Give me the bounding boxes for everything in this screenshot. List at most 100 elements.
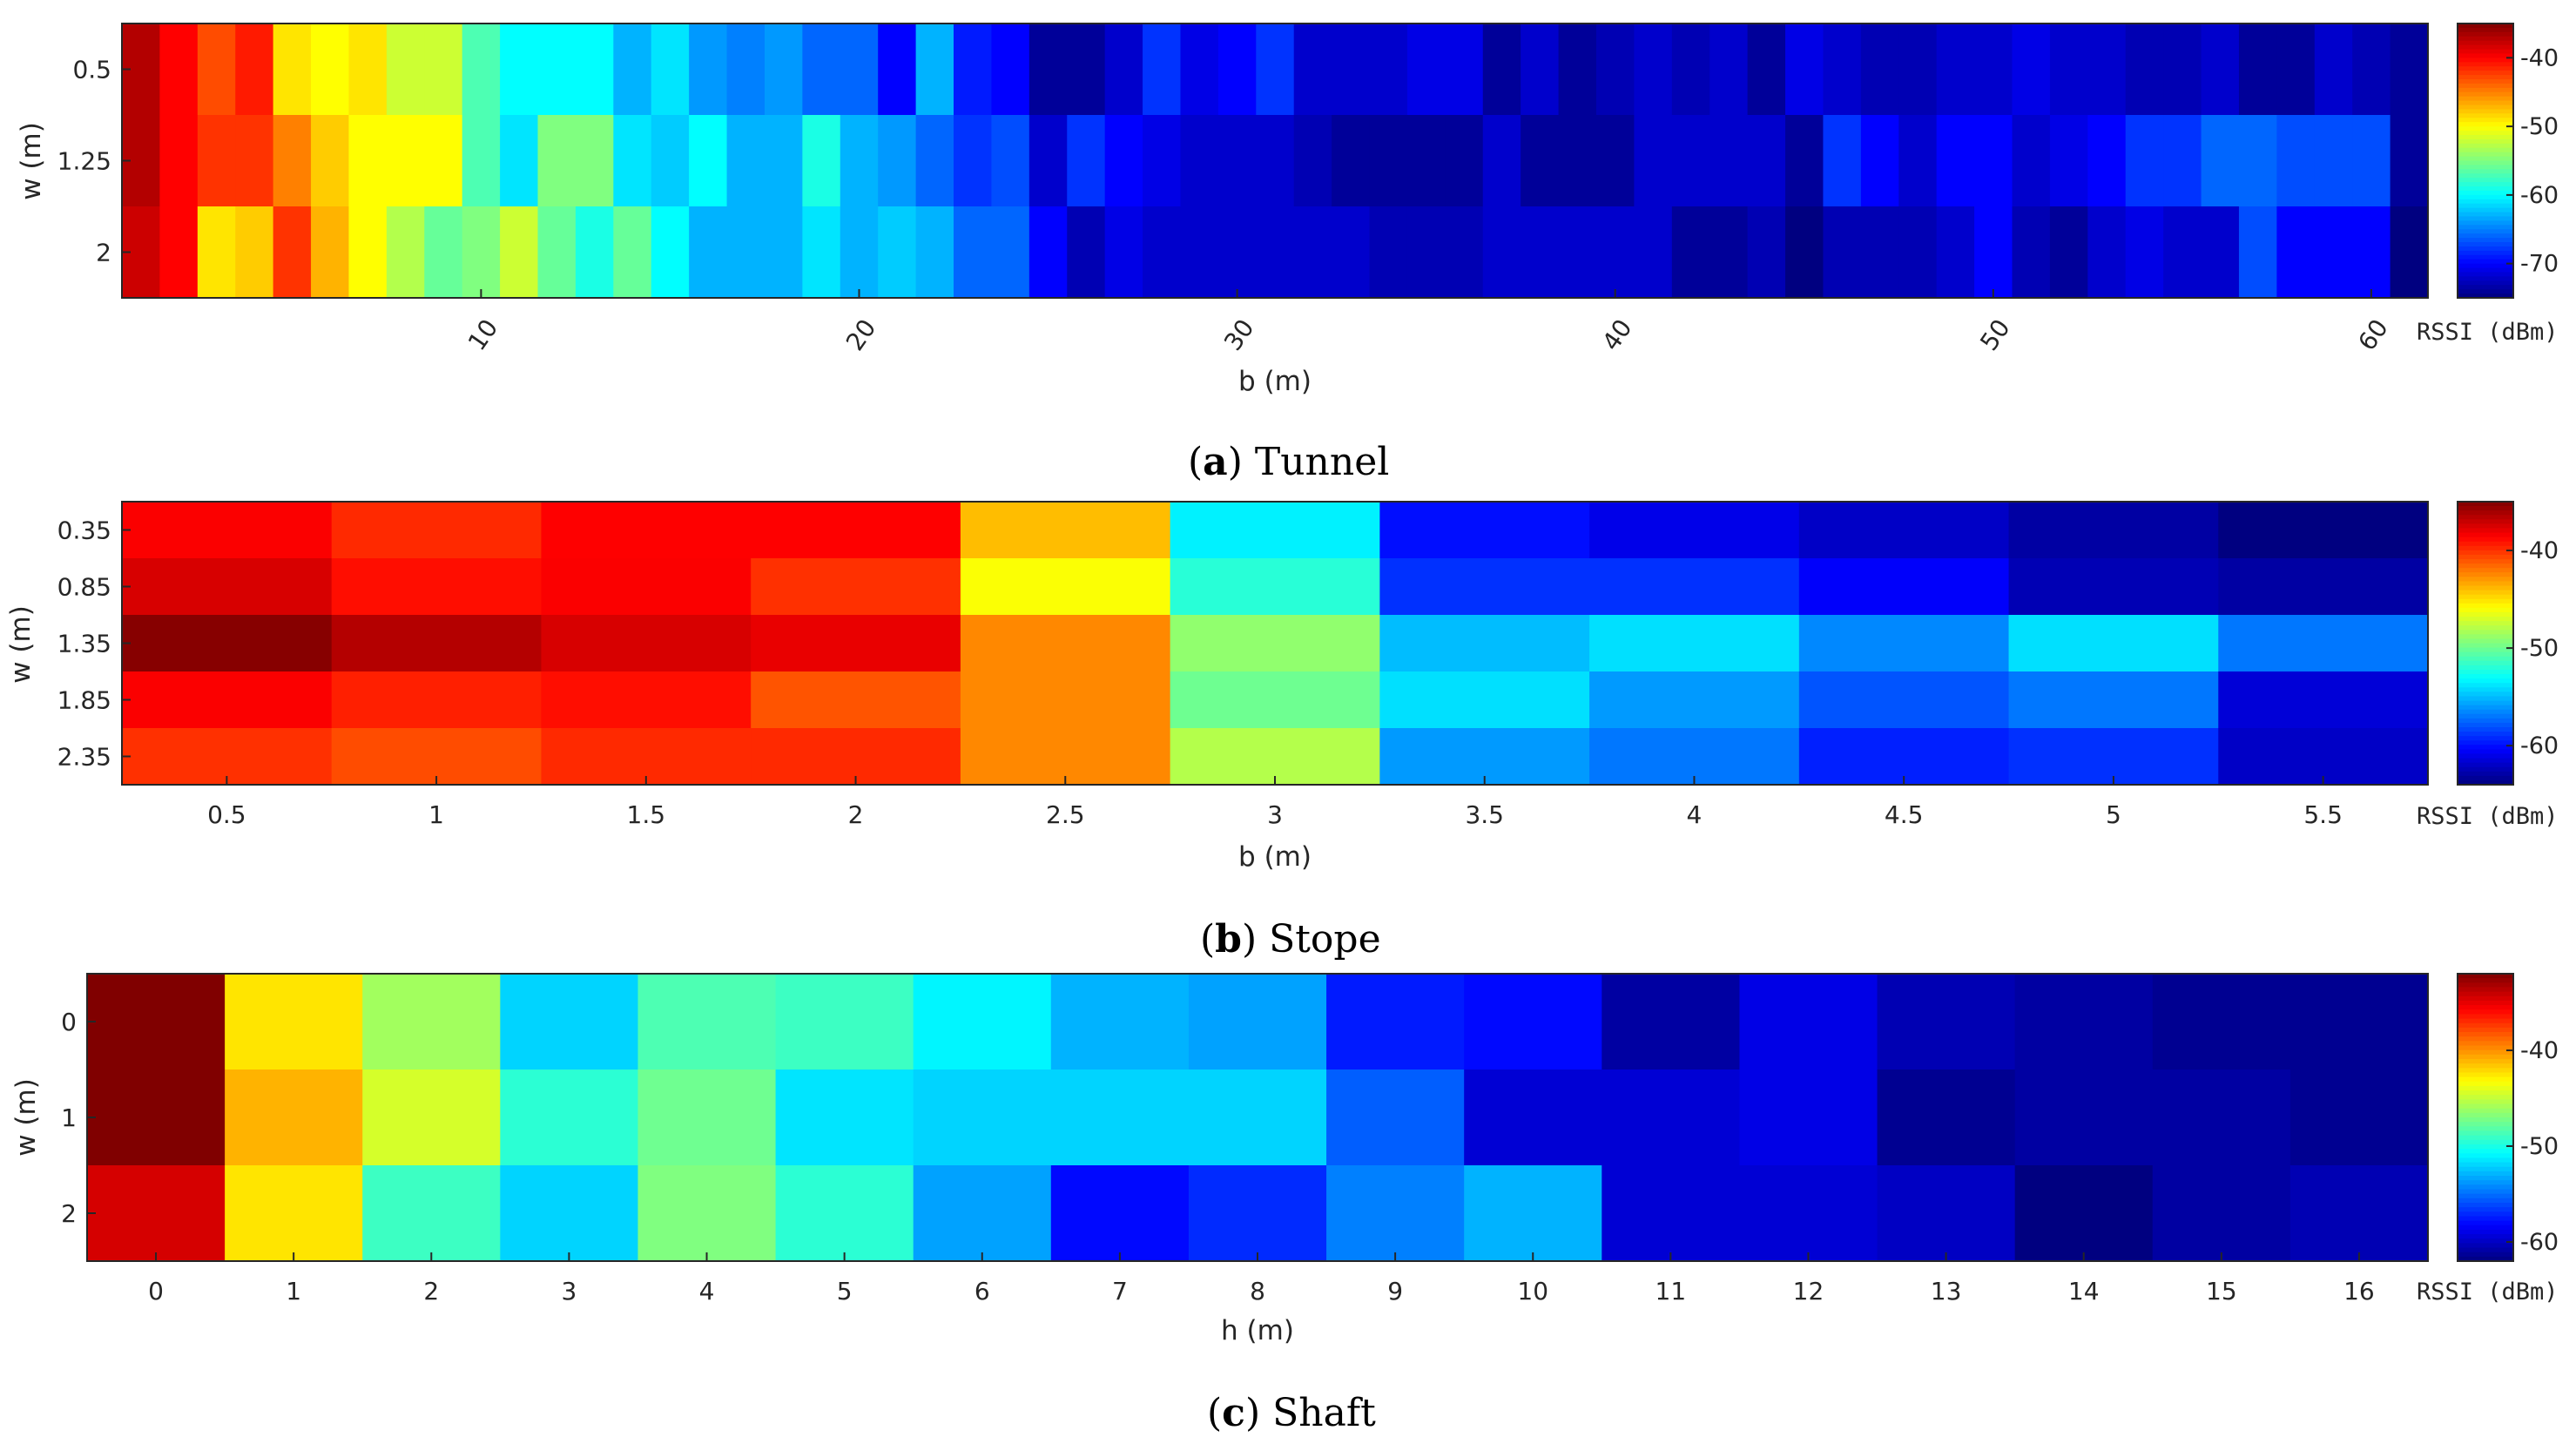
colorbar-band — [2458, 696, 2513, 702]
colorbar-band — [2458, 194, 2513, 200]
colorbar-band — [2458, 674, 2513, 679]
colorbar-band — [2458, 1252, 2513, 1258]
colorbar-band — [2458, 1022, 2513, 1029]
caption-tunnel: (a) Tunnel — [1188, 440, 1389, 484]
heatmap-cell — [2276, 24, 2316, 116]
colorbar-band — [2458, 506, 2513, 511]
heatmap-cell — [1634, 206, 1673, 299]
colorbar-band — [2458, 732, 2513, 737]
colorbar-band — [2458, 1247, 2513, 1253]
colorbar-band — [2458, 1081, 2513, 1087]
shaft-y-label: w (m) — [10, 1078, 42, 1157]
heatmap-cell — [1634, 24, 1673, 116]
colorbar-band — [2458, 138, 2513, 145]
heatmap-cell — [960, 615, 1171, 672]
colorbar-band — [2458, 1058, 2513, 1064]
colorbar-band — [2458, 1103, 2513, 1110]
heatmap-cell — [537, 24, 577, 116]
tunnel-colorbar-label: RSSI (dBm) — [2417, 319, 2559, 346]
heatmap-cell — [2012, 115, 2051, 207]
heatmap-cell — [960, 558, 1171, 616]
colorbar-band — [2458, 523, 2513, 530]
x-tick-label: 10 — [1517, 1277, 1548, 1306]
heatmap-cell — [1143, 115, 1182, 207]
colorbar-band — [2458, 563, 2513, 569]
heatmap-cell — [2014, 974, 2154, 1070]
heatmap-cell — [1170, 615, 1380, 672]
heatmap-cell — [2049, 24, 2088, 116]
heatmap-cell — [2125, 115, 2164, 207]
stope-y-label: w (m) — [5, 605, 37, 684]
heatmap-cell — [1256, 206, 1295, 299]
x-tick-label: 5.5 — [2303, 800, 2343, 829]
colorbar-band — [2458, 49, 2513, 55]
heatmap-cell — [1589, 728, 1800, 786]
heatmap-cell — [235, 24, 274, 116]
colorbar-band — [2458, 1018, 2513, 1024]
heatmap-cell — [802, 115, 841, 207]
colorbar-band — [2458, 53, 2513, 59]
stope-x-ticks: 0.5 1 1.5 2 2.5 3 3.5 4 4.5 5 5.5 — [207, 776, 2343, 829]
x-tick-label: 3.5 — [1465, 800, 1504, 829]
heatmap-cell — [2238, 206, 2277, 299]
colorbar-band — [2458, 160, 2513, 166]
colorbar-band — [2458, 700, 2513, 706]
y-tick-label: 0.5 — [72, 56, 111, 84]
heatmap-cell — [424, 115, 463, 207]
heatmap-cell — [500, 24, 539, 116]
heatmap-cell — [2008, 558, 2219, 616]
heatmap-cell — [1521, 115, 1560, 207]
heatmap-cell — [1898, 24, 1938, 116]
colorbar-tick-label: -50 — [2520, 635, 2559, 662]
tunnel-y-ticks: 0.5 1.25 2 — [57, 56, 131, 267]
shaft-colorbar-label: RSSI (dBm) — [2417, 1279, 2559, 1306]
heatmap-cell — [991, 206, 1030, 299]
heatmap-cell — [840, 206, 879, 299]
colorbar-band — [2458, 987, 2513, 993]
heatmap-cell — [386, 206, 425, 299]
heatmap-cell — [1898, 115, 1938, 207]
stope-y-ticks: 0.35 0.85 1.35 1.85 2.35 — [57, 516, 131, 772]
stope-x-label: b (m) — [1238, 841, 1312, 873]
colorbar-band — [2458, 1149, 2513, 1154]
colorbar-band — [2458, 1171, 2513, 1177]
heatmap-cell — [1602, 1070, 1741, 1166]
heatmap-cell — [1974, 206, 2013, 299]
heatmap-cell — [541, 558, 752, 616]
colorbar-band — [2458, 991, 2513, 997]
heatmap-cell — [462, 115, 501, 207]
heatmap-cell — [915, 24, 954, 116]
colorbar-band — [2458, 709, 2513, 715]
colorbar-band — [2458, 199, 2513, 205]
heatmap-cell — [1671, 115, 1710, 207]
heatmap-cell — [2014, 1165, 2154, 1262]
heatmap-cell — [637, 974, 777, 1070]
heatmap-cell — [159, 24, 199, 116]
heatmap-cell — [311, 115, 350, 207]
heatmap-cell — [1877, 1165, 2016, 1262]
heatmap-cell — [1602, 1165, 1741, 1262]
heatmap-cell — [878, 24, 917, 116]
colorbar-band — [2458, 1117, 2513, 1123]
stope-colorbar-ticks: -40 -50 -60 — [2506, 537, 2559, 759]
heatmap-cell — [331, 502, 543, 559]
heatmap-cell — [1974, 24, 2013, 116]
heatmap-cell — [751, 615, 961, 672]
heatmap-cell — [840, 24, 879, 116]
colorbar-band — [2458, 1090, 2513, 1096]
colorbar-band — [2458, 272, 2513, 278]
colorbar-band — [2458, 1139, 2513, 1145]
heatmap-cell — [1067, 115, 1106, 207]
heatmap-cell — [1050, 1070, 1190, 1166]
colorbar-band — [2458, 651, 2513, 658]
y-tick-label: 0.85 — [57, 573, 111, 602]
heatmap-cell — [1217, 206, 1257, 299]
colorbar-band — [2458, 594, 2513, 600]
heatmap-cell — [991, 115, 1030, 207]
heatmap-cell — [331, 728, 543, 786]
heatmap-cell — [2012, 206, 2051, 299]
heatmap-cell — [424, 206, 463, 299]
stope-colorbar: -40 -50 -60 RSSI (dBm) — [2417, 501, 2559, 830]
colorbar-band — [2458, 736, 2513, 741]
heatmap-cell — [1671, 206, 1710, 299]
